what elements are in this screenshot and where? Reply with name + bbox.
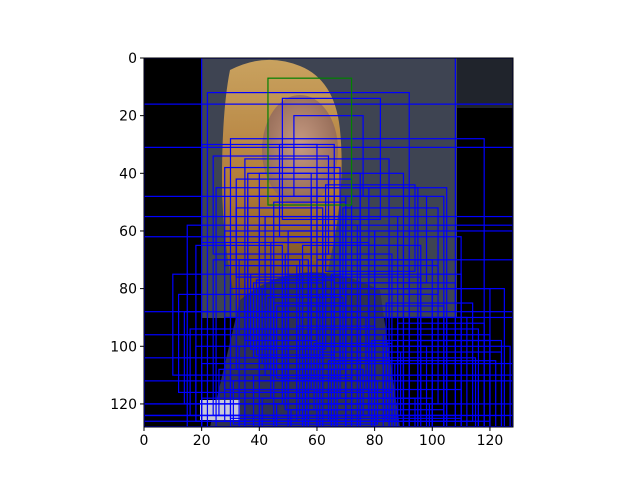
photo-bottom-detail (200, 400, 240, 420)
candidate-box-79 (350, 345, 511, 427)
highlight-box (267, 77, 353, 206)
x-tick-label: 80 (366, 433, 384, 449)
y-axis: 0 20 40 60 80 100 120 (110, 51, 144, 413)
candidate-box-82 (287, 316, 367, 391)
candidate-box-85 (313, 342, 393, 411)
candidate-box-83 (296, 325, 376, 399)
x-axis: 0 20 40 60 80 100 120 (140, 427, 504, 449)
candidate-box-97 (325, 184, 416, 272)
candidate-box-34 (281, 97, 381, 221)
candidate-box-94 (250, 273, 327, 350)
photo-upper-right (457, 58, 513, 108)
candidate-box-5 (229, 138, 485, 427)
candidate-box-103 (235, 178, 353, 278)
y-tick-label: 0 (128, 51, 137, 67)
candidate-box-61 (371, 339, 491, 427)
candidate-box-87 (327, 360, 410, 422)
candidate-box-98 (333, 195, 428, 284)
candidate-box-90 (267, 296, 344, 370)
x-tick-label: 120 (477, 433, 504, 449)
candidate-box-78 (336, 360, 497, 427)
y-tick-label: 60 (119, 224, 137, 240)
candidate-box-86 (319, 351, 402, 417)
candidate-box-100 (201, 143, 318, 244)
candidate-box-49 (224, 230, 312, 391)
y-tick-label: 100 (110, 339, 137, 355)
x-tick-label: 60 (308, 433, 326, 449)
x-tick-label: 20 (193, 433, 211, 449)
x-tick-label: 100 (419, 433, 446, 449)
candidate-box-99 (342, 207, 439, 295)
y-tick-label: 120 (110, 397, 137, 413)
bounding-boxes (144, 58, 513, 427)
candidate-box-102 (224, 166, 341, 267)
x-tick-label: 40 (250, 433, 268, 449)
y-tick-label: 80 (119, 282, 137, 298)
y-tick-label: 20 (119, 109, 137, 125)
candidate-box-2 (144, 103, 513, 427)
candidate-box-63 (394, 362, 513, 427)
candidate-box-88 (252, 282, 324, 359)
y-tick-label: 40 (119, 166, 137, 182)
candidate-box-80 (273, 302, 347, 376)
candidate-box-95 (255, 279, 335, 356)
axes-frame (143, 57, 514, 428)
candidate-box-92 (238, 259, 309, 336)
candidate-box-91 (276, 305, 353, 379)
photo-face (262, 95, 338, 205)
x-tick-label: 0 (140, 433, 149, 449)
candidate-box-4 (144, 146, 513, 427)
